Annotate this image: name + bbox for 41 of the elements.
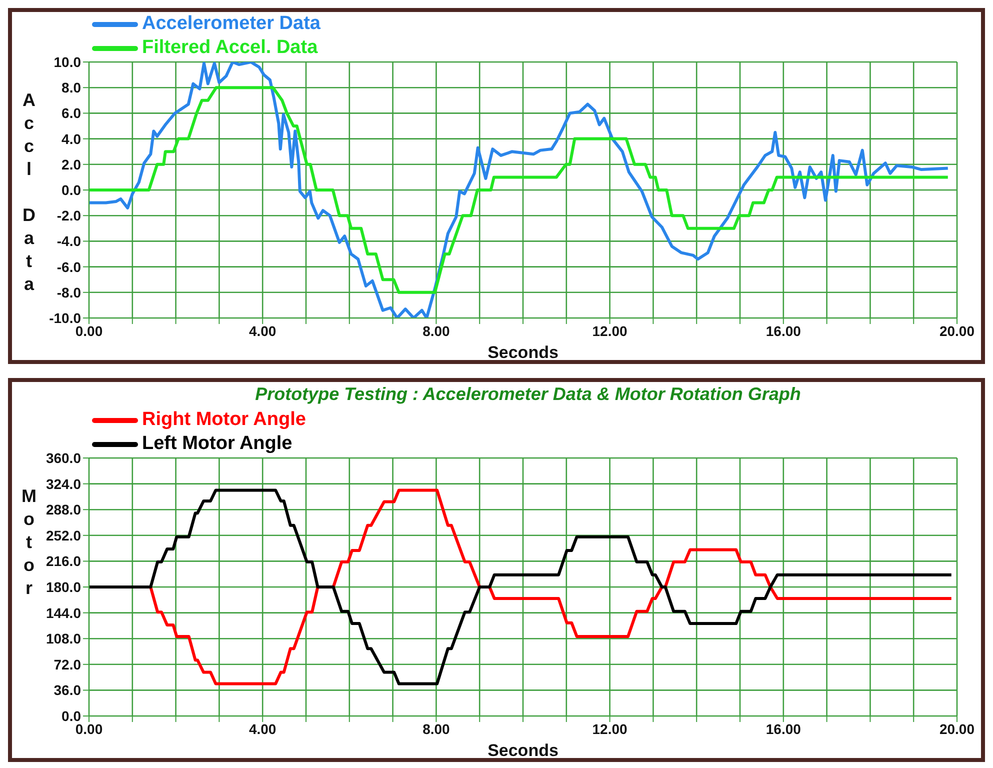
line-series	[89, 62, 950, 318]
legend-label: Filtered Accel. Data	[142, 37, 318, 59]
x-tick-label: 12.00	[592, 322, 628, 339]
y-tick-label: 216.0	[46, 553, 82, 570]
y-tick-label: 2.0	[62, 156, 82, 172]
y-tick-label: 144.0	[46, 604, 82, 621]
y-tick-label: 0.0	[62, 182, 82, 198]
x-axis-title: Seconds	[488, 343, 558, 362]
y-tick-label: 252.0	[46, 527, 82, 544]
y-axis-title: Accl Data	[18, 90, 39, 297]
y-tick-label: 72.0	[54, 656, 82, 672]
line-series	[89, 86, 950, 294]
x-tick-label: 8.00	[422, 720, 450, 737]
x-tick-label: 20.00	[939, 322, 975, 339]
y-tick-label: 324.0	[46, 476, 82, 492]
y-tick-label: -8.0	[56, 284, 82, 300]
y-tick-label: 360.0	[46, 450, 82, 466]
y-tick-label: -4.0	[56, 233, 82, 250]
y-tick-label: 36.0	[54, 682, 82, 698]
y-tick-label: -2.0	[56, 208, 82, 224]
legend-label: Left Motor Angle	[142, 433, 292, 455]
y-tick-label: 6.0	[62, 105, 82, 122]
x-tick-label: 4.00	[248, 720, 276, 737]
legend-label: Right Motor Angle	[142, 409, 306, 431]
x-tick-label: 12.00	[592, 720, 628, 737]
x-tick-label: 20.00	[939, 720, 975, 737]
y-tick-label: 108.0	[46, 630, 82, 647]
y-tick-label: -6.0	[56, 258, 82, 275]
legend-label: Accelerometer Data	[142, 13, 320, 35]
x-tick-label: 16.00	[766, 720, 802, 737]
y-tick-label: 8.0	[62, 80, 82, 96]
x-axis-title: Seconds	[488, 741, 558, 760]
y-tick-label: 180.0	[46, 578, 82, 595]
y-tick-label: 288.0	[46, 502, 82, 518]
x-tick-label: 8.00	[422, 322, 450, 339]
x-tick-label: 4.00	[248, 322, 276, 339]
y-axis-title: Motor	[18, 486, 39, 601]
chart-title: Prototype Testing : Accelerometer Data & Motor Rotation Graph	[254, 384, 802, 405]
x-tick-label: 16.00	[766, 322, 802, 339]
y-tick-label: 10.0	[54, 54, 82, 70]
y-tick-label: 4.0	[62, 130, 82, 147]
